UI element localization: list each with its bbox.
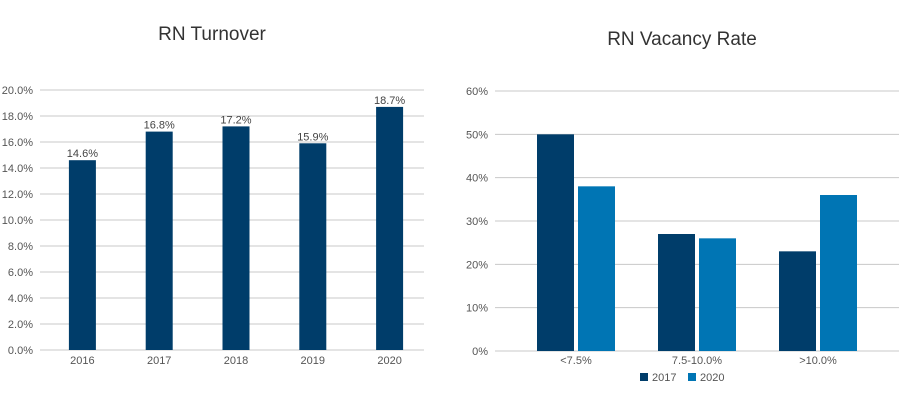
- legend-label: 2017: [652, 372, 676, 384]
- bar: [68, 160, 96, 350]
- bar-2017: [779, 251, 816, 351]
- data-label: 15.9%: [297, 131, 328, 143]
- y-tick-label: 20.0%: [2, 85, 33, 97]
- bar-2020: [820, 195, 857, 351]
- x-tick-label: <7.5%: [560, 355, 592, 367]
- turnover-chart-title: RN Turnover: [158, 24, 266, 45]
- data-label: 17.2%: [220, 114, 251, 126]
- y-tick-label: 4.0%: [8, 293, 33, 305]
- data-label: 18.7%: [374, 95, 405, 107]
- y-tick-label: 10%: [466, 303, 488, 315]
- x-tick-label: 2019: [301, 355, 325, 367]
- y-tick-label: 30%: [466, 216, 488, 228]
- x-tick-label: 2016: [70, 355, 94, 367]
- y-tick-label: 8.0%: [8, 241, 33, 253]
- bar: [299, 143, 327, 350]
- bar-2017: [537, 134, 574, 351]
- y-tick-label: 6.0%: [8, 267, 33, 279]
- legend-label: 2020: [700, 372, 724, 384]
- bar-2020: [578, 186, 615, 351]
- y-tick-label: 60%: [466, 86, 488, 98]
- y-tick-label: 0.0%: [8, 345, 33, 357]
- data-label: 14.6%: [67, 148, 98, 160]
- y-tick-label: 0%: [472, 346, 488, 358]
- y-tick-label: 14.0%: [2, 163, 33, 175]
- x-tick-label: 2017: [147, 355, 171, 367]
- bar-2020: [699, 238, 736, 351]
- legend-swatch: [640, 373, 648, 381]
- bar: [145, 131, 173, 350]
- y-tick-label: 12.0%: [2, 189, 33, 201]
- y-tick-label: 10.0%: [2, 215, 33, 227]
- y-tick-label: 16.0%: [2, 137, 33, 149]
- y-tick-label: 2.0%: [8, 319, 33, 331]
- vacancy-chart: 0% 10% 20% 30% 40% 50% 60% <7.5% 7.5-10.0% >10.0%…: [466, 86, 899, 384]
- x-tick-label: >10.0%: [799, 355, 837, 367]
- bar: [222, 126, 250, 351]
- x-tick-label: 2020: [377, 355, 401, 367]
- turnover-chart: 0.0% 2.0% 4.0% 6.0% 8.0% 10.0% 12.0% 14.0% 16.0%…: [2, 85, 424, 367]
- vacancy-chart-title: RN Vacancy Rate: [607, 29, 757, 50]
- data-label: 16.8%: [144, 120, 175, 132]
- bar-2017: [658, 234, 695, 351]
- bar: [376, 106, 404, 351]
- x-tick-label: 7.5-10.0%: [672, 355, 722, 367]
- y-tick-label: 18.0%: [2, 111, 33, 123]
- y-tick-label: 20%: [466, 259, 488, 271]
- legend-swatch: [688, 373, 696, 381]
- y-tick-label: 50%: [466, 129, 488, 141]
- y-tick-label: 40%: [466, 173, 488, 185]
- x-tick-label: 2018: [224, 355, 248, 367]
